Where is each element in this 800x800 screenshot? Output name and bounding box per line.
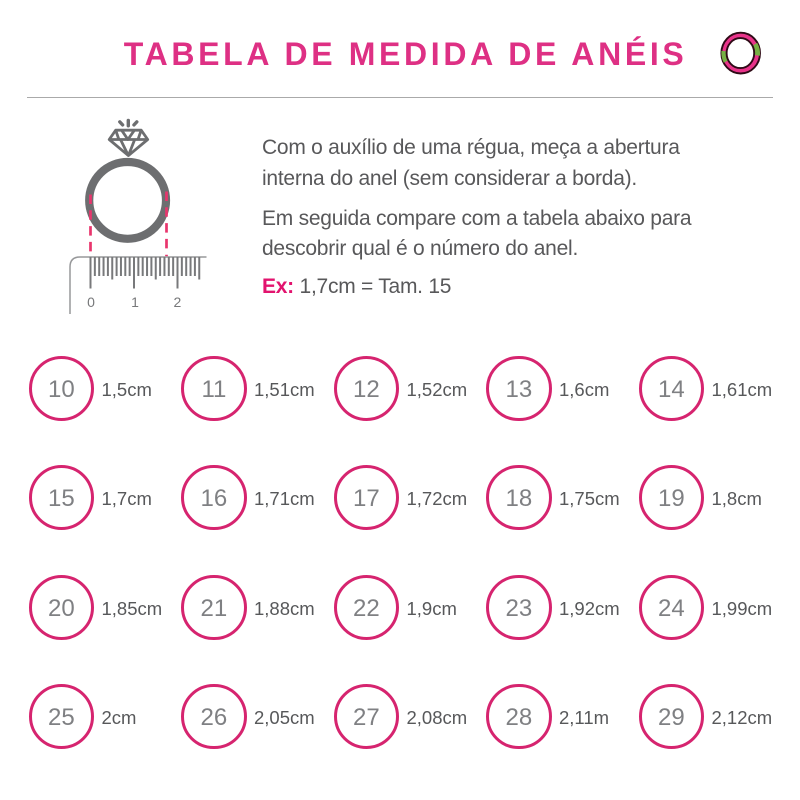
svg-text:2: 2 (174, 294, 182, 310)
svg-text:0: 0 (87, 294, 95, 310)
svg-text:1: 1 (131, 294, 139, 310)
